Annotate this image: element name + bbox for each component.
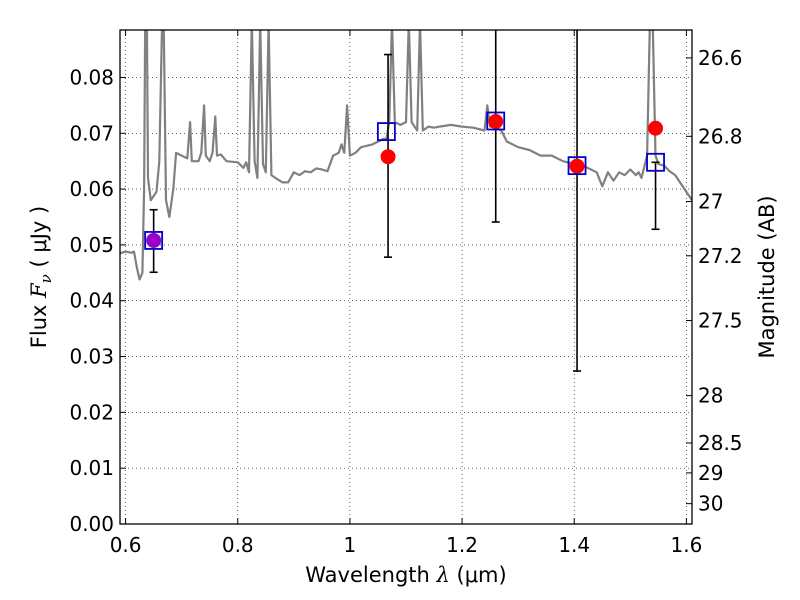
model-flux-square [567, 156, 587, 176]
y-tick-label: 0.01 [69, 456, 114, 480]
y-tick-label: 0.00 [69, 512, 114, 536]
measured-flux-point [569, 158, 585, 174]
model-flux-square [376, 122, 396, 141]
model-flux-square [486, 111, 506, 131]
y2-tick-label: 27 [698, 190, 723, 214]
y-tick-label: 0.06 [69, 177, 114, 201]
y-tick-label: 0.07 [69, 121, 114, 145]
y2-tick-label: 26.8 [698, 124, 743, 148]
y2-tick-label: 28.5 [698, 431, 743, 455]
sed-model-line [120, 30, 692, 281]
y-axis-label: Flux Fν ( μJy ) [27, 206, 55, 348]
y2-tick-label: 27.5 [698, 309, 743, 333]
x-axis-label: Wavelength λ (μm) [305, 563, 506, 587]
x-tick-label: 1.6 [670, 533, 702, 557]
x-tick-label: 1.2 [446, 533, 478, 557]
x-tick-label: 1 [344, 533, 357, 557]
x-tick-label: 0.6 [110, 533, 142, 557]
y2-axis-label: Magnitude (AB) [755, 195, 779, 358]
data-markers [144, 111, 665, 250]
measured-flux-point [380, 149, 396, 165]
y2-tick-label: 29 [698, 461, 723, 485]
y-tick-label: 0.03 [69, 345, 114, 369]
y2-tick-label: 28 [698, 384, 723, 408]
y-tick-label: 0.02 [69, 400, 114, 424]
measured-flux-point [648, 120, 664, 136]
axis-ticks: 0.6 0.8 1 1.2 1.4 1.6 0.00 0.01 0.02 0.03 0.04 0.05… [69, 30, 743, 557]
model-flux-square [646, 152, 665, 172]
measured-flux-point [146, 232, 162, 248]
y-tick-label: 0.05 [69, 233, 114, 257]
y-tick-label: 0.04 [69, 289, 114, 313]
sed-model-spectrum [120, 30, 692, 281]
plot-frame [119, 29, 693, 525]
x-tick-label: 1.4 [558, 533, 590, 557]
y2-tick-label: 30 [698, 492, 723, 516]
y2-tick-label: 26.6 [698, 46, 743, 70]
x-tick-label: 0.8 [222, 533, 254, 557]
measured-flux-point [488, 114, 504, 130]
y2-tick-label: 27.2 [698, 244, 743, 268]
model-flux-square [144, 231, 164, 250]
error-bars [149, 30, 660, 372]
y-tick-label: 0.08 [69, 65, 114, 89]
